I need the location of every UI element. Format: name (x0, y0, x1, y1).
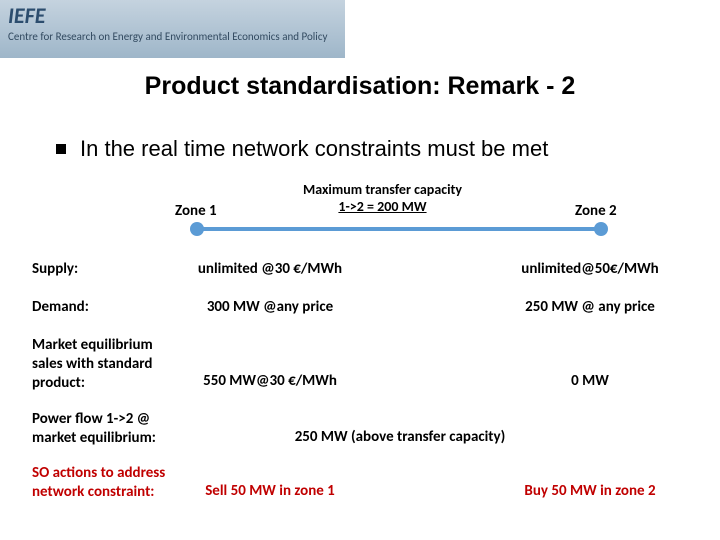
equilibrium-label-l2: sales with standard (32, 355, 152, 373)
so-label-l1: SO actions to address (32, 464, 165, 482)
supply-zone1: unlimited @30 €/MWh (170, 260, 370, 278)
equilibrium-zone2: 0 MW (490, 372, 690, 390)
equilibrium-label-l1: Market equilibrium (32, 336, 153, 354)
zone-1-label: Zone 1 (175, 202, 217, 220)
bullet-marker-icon (56, 144, 66, 154)
header-subtitle: Centre for Research on Energy and Enviro… (8, 30, 327, 43)
capacity-line2: 1->2 = 200 MW (338, 198, 426, 215)
zone-2-label: Zone 2 (575, 202, 617, 220)
demand-zone1: 300 MW @any price (170, 298, 370, 316)
transfer-capacity-box: Maximum transfer capacity 1->2 = 200 MW (275, 182, 490, 216)
header-logo: IEFE (8, 2, 45, 29)
zone-2-node-icon (594, 222, 608, 236)
zone-1-node-icon (190, 222, 204, 236)
capacity-line1: Maximum transfer capacity (303, 181, 462, 198)
powerflow-label-l2: market equilibrium: (32, 429, 156, 447)
powerflow-label: Power flow 1->2 @ market equilibrium: (32, 410, 202, 448)
equilibrium-label-l3: product: (32, 374, 85, 392)
transfer-link-line (196, 227, 600, 231)
slide: IEFE Centre for Research on Energy and E… (0, 0, 720, 540)
bullet-line: In the real time network constraints mus… (56, 136, 548, 162)
powerflow-value: 250 MW (above transfer capacity) (260, 428, 540, 446)
slide-title: Product standardisation: Remark - 2 (0, 72, 720, 101)
equilibrium-zone1: 550 MW@30 €/MWh (170, 372, 370, 390)
so-zone2: Buy 50 MW in zone 2 (490, 482, 690, 500)
so-label-l2: network constraint: (32, 483, 154, 501)
bullet-text: In the real time network constraints mus… (80, 136, 548, 161)
supply-zone2: unlimited@50€/MWh (490, 260, 690, 278)
header-banner: IEFE Centre for Research on Energy and E… (0, 0, 345, 58)
demand-zone2: 250 MW @ any price (490, 298, 690, 316)
so-zone1: Sell 50 MW in zone 1 (170, 482, 370, 500)
powerflow-label-l1: Power flow 1->2 @ (32, 410, 150, 428)
